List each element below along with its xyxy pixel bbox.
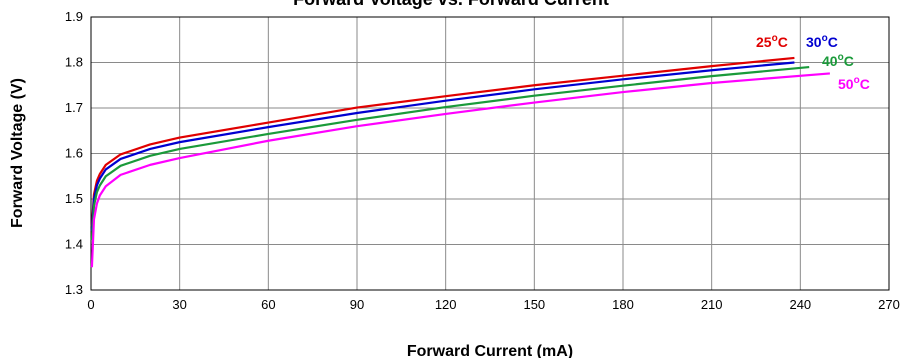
series-line-25c xyxy=(90,56,795,227)
x-tick-label: 0 xyxy=(87,297,94,312)
y-tick-label: 1.8 xyxy=(65,55,83,70)
x-tick-label: 60 xyxy=(261,297,275,312)
y-axis-title: Forward Voltage (V) xyxy=(9,78,26,228)
series-label-40c: 40oC xyxy=(822,52,854,69)
series-line-50c xyxy=(90,72,830,268)
x-tick-label: 120 xyxy=(435,297,457,312)
y-tick-label: 1.5 xyxy=(65,191,83,206)
series-label-25c: 25oC xyxy=(756,33,788,50)
x-tick-label: 90 xyxy=(350,297,364,312)
series-labels: 25oC 30oC 40oC 50oC xyxy=(756,33,870,92)
y-tick-label: 1.9 xyxy=(65,9,83,24)
x-tick-label: 270 xyxy=(878,297,900,312)
x-tick-label: 30 xyxy=(172,297,186,312)
axis-ticks: 0 30 60 90 120 150 180 210 240 270 1.3 1.4 1.5 1.6 1.7… xyxy=(65,9,900,312)
series-label-50c: 50oC xyxy=(838,75,870,92)
chart-title: Forward Voltage vs. Forward Current xyxy=(293,0,609,9)
y-tick-label: 1.3 xyxy=(65,282,83,297)
x-tick-label: 240 xyxy=(789,297,811,312)
y-tick-label: 1.6 xyxy=(65,146,83,161)
series-label-30c: 30oC xyxy=(806,33,838,50)
x-tick-label: 150 xyxy=(523,297,545,312)
grid xyxy=(91,17,889,290)
series-line-30c xyxy=(90,61,795,231)
x-tick-label: 180 xyxy=(612,297,634,312)
plot-area-border xyxy=(90,16,890,291)
x-axis-title: Forward Current (mA) xyxy=(407,343,573,358)
x-tick-label: 210 xyxy=(701,297,723,312)
series-line-40c xyxy=(90,65,810,241)
y-tick-label: 1.7 xyxy=(65,100,83,115)
y-tick-label: 1.4 xyxy=(65,237,83,252)
series-lines xyxy=(90,56,830,268)
